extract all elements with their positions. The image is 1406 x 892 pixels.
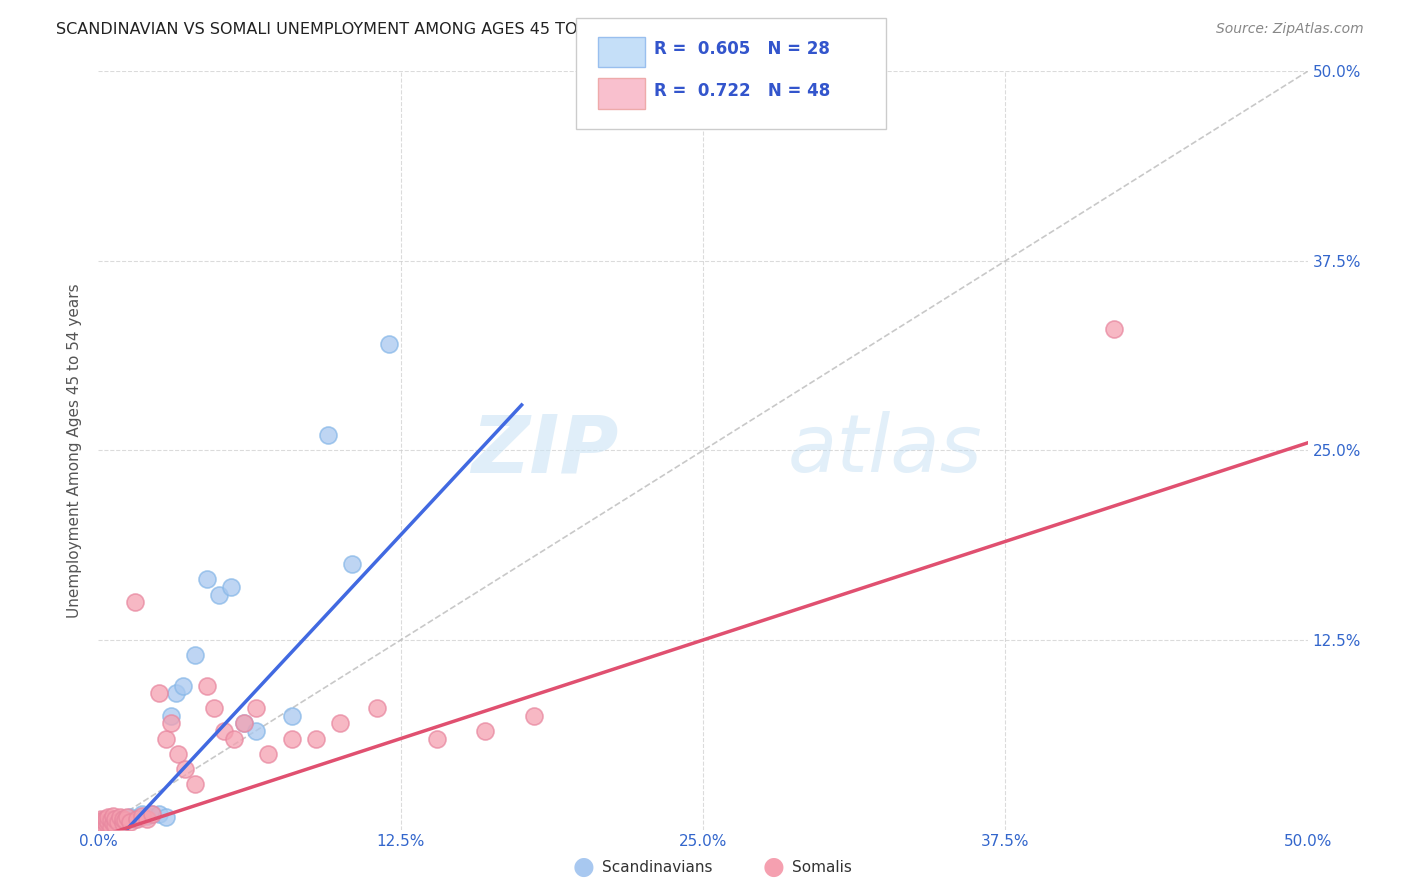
Text: ●: ● <box>572 855 595 879</box>
Point <box>101 809 124 823</box>
Text: R =  0.605   N = 28: R = 0.605 N = 28 <box>654 40 830 58</box>
Text: R =  0.722   N = 48: R = 0.722 N = 48 <box>654 82 830 100</box>
Point <box>100 814 122 828</box>
Point <box>155 810 177 824</box>
Point <box>329 716 352 731</box>
Text: SCANDINAVIAN VS SOMALI UNEMPLOYMENT AMONG AGES 45 TO 54 YEARS CORRELATION CHART: SCANDINAVIAN VS SOMALI UNEMPLOYMENT AMON… <box>56 22 839 37</box>
Point <box>155 731 177 746</box>
Point <box>426 731 449 746</box>
Point <box>131 809 153 823</box>
Point <box>94 818 117 832</box>
Point <box>91 814 114 828</box>
Point <box>111 812 134 826</box>
Point <box>222 731 245 746</box>
Point <box>111 815 134 830</box>
Point <box>107 814 129 828</box>
Text: Somalis: Somalis <box>792 860 852 874</box>
Text: ZIP: ZIP <box>471 411 619 490</box>
Point <box>148 807 170 822</box>
Point <box>107 815 129 830</box>
Point <box>94 816 117 830</box>
Point <box>124 812 146 826</box>
Point <box>160 716 183 731</box>
Point <box>165 686 187 700</box>
Point <box>90 816 112 830</box>
Point <box>94 812 117 826</box>
Point <box>523 708 546 723</box>
Point <box>131 807 153 822</box>
Point <box>135 809 157 823</box>
Point <box>117 810 139 824</box>
Point <box>100 815 122 830</box>
Text: atlas: atlas <box>787 411 983 490</box>
Point <box>141 807 163 822</box>
Point <box>101 816 124 830</box>
Point <box>97 815 120 830</box>
Point <box>195 573 218 587</box>
Point <box>174 762 197 776</box>
Point <box>281 708 304 723</box>
Point <box>184 777 207 791</box>
Point <box>128 810 150 824</box>
Point <box>90 815 112 830</box>
Point <box>474 724 496 739</box>
Point <box>366 701 388 715</box>
Point <box>90 812 112 826</box>
Y-axis label: Unemployment Among Ages 45 to 54 years: Unemployment Among Ages 45 to 54 years <box>67 283 83 618</box>
Point <box>114 814 136 828</box>
Point <box>212 724 235 739</box>
Point <box>281 731 304 746</box>
Point <box>91 818 114 832</box>
Point <box>118 810 141 824</box>
Point <box>232 716 254 731</box>
Point <box>100 820 122 834</box>
Point <box>184 648 207 662</box>
Point <box>316 428 339 442</box>
Point <box>104 812 127 826</box>
Point <box>90 818 112 832</box>
Point <box>232 716 254 731</box>
Point <box>104 818 127 832</box>
Point <box>245 724 267 739</box>
Point <box>111 816 134 830</box>
Point <box>127 812 149 826</box>
Point <box>124 595 146 609</box>
Point <box>117 814 139 828</box>
Point <box>148 686 170 700</box>
Point <box>245 701 267 715</box>
Point <box>377 337 399 351</box>
Point <box>118 815 141 830</box>
Point <box>141 807 163 822</box>
Point <box>305 731 328 746</box>
Text: ●: ● <box>762 855 785 879</box>
Point <box>172 678 194 692</box>
Point <box>256 747 278 761</box>
Point <box>204 701 226 715</box>
Point <box>160 708 183 723</box>
Point <box>1102 322 1125 336</box>
Point <box>167 747 190 761</box>
Point <box>221 580 243 594</box>
Point <box>108 810 131 824</box>
Text: Source: ZipAtlas.com: Source: ZipAtlas.com <box>1216 22 1364 37</box>
Point <box>97 810 120 824</box>
Point <box>342 557 364 572</box>
Point <box>135 812 157 826</box>
Point <box>195 678 218 692</box>
Point <box>208 588 231 602</box>
Point <box>104 816 127 830</box>
Text: Scandinavians: Scandinavians <box>602 860 713 874</box>
